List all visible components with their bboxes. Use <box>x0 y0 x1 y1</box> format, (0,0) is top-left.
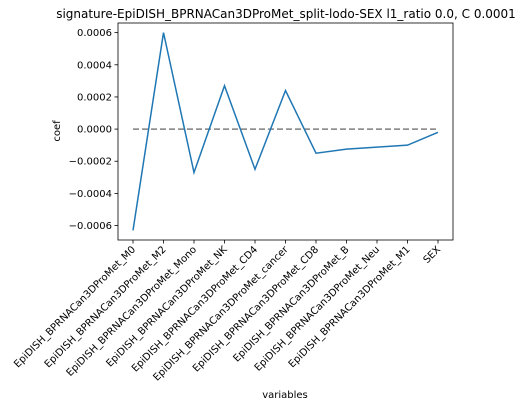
y-tick-label: −0.0004 <box>69 189 112 200</box>
y-tick-label: 0.0006 <box>77 28 112 39</box>
y-tick-label: 0.0002 <box>77 92 112 103</box>
x-tick-label: SEX <box>422 244 444 266</box>
y-tick-label: −0.0002 <box>69 157 112 168</box>
y-tick-label: −0.0006 <box>69 221 112 232</box>
y-axis: −0.0006 −0.0004 −0.0002 0.0000 0.0002 0.0004 0… <box>69 28 118 232</box>
y-tick-label: 0.0000 <box>77 125 112 136</box>
y-axis-label: coef <box>52 120 63 142</box>
y-tick-label: 0.0004 <box>77 60 112 71</box>
series-line <box>133 33 438 231</box>
x-axis-label: variables <box>262 390 308 401</box>
chart-title: signature-EpiDISH_BPRNACan3DProMet_split… <box>56 7 516 21</box>
x-axis: EpiDISH_BPRNACan3DProMet_M0EpiDISH_BPRNA… <box>12 240 443 383</box>
